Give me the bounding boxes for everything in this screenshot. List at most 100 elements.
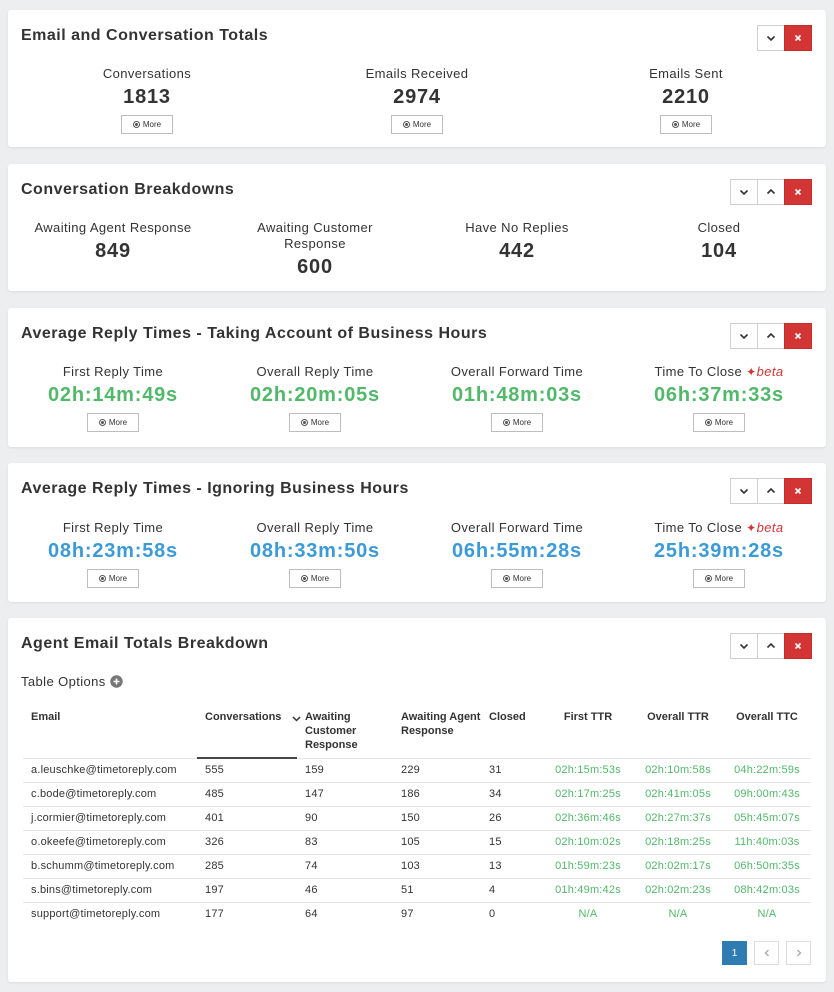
stat-overall-forward: Overall Forward Time 01h:48m:03s More <box>432 364 602 432</box>
more-button[interactable]: More <box>87 569 139 588</box>
table-row: b.schumm@timetoreply.com 285 74 103 13 01h:59… <box>23 853 811 878</box>
cell-first-ttr: 02h:15m:53s <box>543 757 633 782</box>
collapse-button[interactable] <box>730 323 758 349</box>
expand-button[interactable] <box>757 478 785 504</box>
more-button[interactable]: More <box>121 115 173 134</box>
more-icon <box>502 575 510 582</box>
more-button[interactable]: More <box>693 413 745 432</box>
column-header-awaiting-customer[interactable]: Awaiting Customer Response <box>305 711 358 751</box>
column-header-conversations[interactable]: Conversations <box>197 710 301 759</box>
table-options-toggle[interactable]: Table Options <box>21 674 123 689</box>
column-header-awaiting-agent[interactable]: Awaiting Agent Response <box>401 711 481 737</box>
column-header-email[interactable]: Email <box>31 711 61 723</box>
more-button[interactable]: More <box>491 569 543 588</box>
cell-awaiting-agent: 51 <box>393 877 485 902</box>
stat-label: Awaiting Customer Response <box>257 220 373 251</box>
stat-value: 08h:33m:50s <box>250 540 380 562</box>
more-icon <box>704 575 712 582</box>
more-label: More <box>512 418 532 427</box>
panel-controls <box>730 179 812 205</box>
stat-label: Closed <box>697 220 741 235</box>
stat-value: 442 <box>499 240 535 262</box>
panel-title: Agent Email Totals Breakdown <box>21 635 269 652</box>
more-button[interactable]: More <box>660 115 712 134</box>
stat-value: 01h:48m:03s <box>452 384 582 406</box>
totals-panel: Email and Conversation Totals Conversati… <box>8 10 826 147</box>
close-button[interactable] <box>784 323 812 349</box>
more-label: More <box>108 418 128 427</box>
expand-button[interactable] <box>757 179 785 205</box>
page-button-1[interactable]: 1 <box>722 941 747 965</box>
stat-value: 02h:14m:49s <box>48 384 178 406</box>
stat-label: Overall Forward Time <box>450 520 584 535</box>
close-button[interactable] <box>784 179 812 205</box>
more-button[interactable]: More <box>87 413 139 432</box>
cell-first-ttr: 01h:49m:42s <box>543 877 633 902</box>
stat-label: Overall Reply Time <box>256 364 374 379</box>
stat-time-to-close: Time To Close ✦beta 06h:37m:33s More <box>634 364 804 432</box>
column-header-overall-ttc[interactable]: Overall TTC <box>736 711 798 723</box>
cell-awaiting-agent: 97 <box>393 901 485 926</box>
more-icon <box>300 419 308 426</box>
more-icon <box>300 575 308 582</box>
cell-overall-ttc: 11h:40m:03s <box>723 829 811 854</box>
more-button[interactable]: More <box>693 569 745 588</box>
chevron-up-icon <box>766 332 776 339</box>
more-label: More <box>108 574 128 583</box>
more-label: More <box>142 120 162 129</box>
collapse-button[interactable] <box>730 478 758 504</box>
more-icon <box>132 121 140 128</box>
stat-value: 06h:37m:33s <box>654 384 784 406</box>
cell-overall-ttr: 02h:02m:17s <box>633 853 723 878</box>
cell-email: c.bode@timetoreply.com <box>23 781 197 806</box>
cell-email: s.bins@timetoreply.com <box>23 877 197 902</box>
close-button[interactable] <box>784 478 812 504</box>
sparkle-icon: ✦ <box>746 521 757 535</box>
table-row: o.okeefe@timetoreply.com 326 83 105 15 02h:10… <box>23 829 811 854</box>
panel-controls <box>730 633 812 659</box>
more-icon <box>402 121 410 128</box>
column-header-first-ttr[interactable]: First TTR <box>563 711 613 723</box>
stat-label: First Reply Time <box>62 364 164 379</box>
prev-page-button[interactable] <box>754 941 779 965</box>
expand-button[interactable] <box>757 323 785 349</box>
more-button[interactable]: More <box>289 413 341 432</box>
chevron-down-icon <box>739 488 749 495</box>
stat-conversations: Conversations 1813 More <box>72 66 222 134</box>
table-header-row: Email Conversations Awaiting Customer Re… <box>23 710 811 759</box>
cell-awaiting-customer: 46 <box>297 877 393 902</box>
cell-first-ttr: 02h:17m:25s <box>543 781 633 806</box>
cell-awaiting-customer: 74 <box>297 853 393 878</box>
column-header-closed[interactable]: Closed <box>489 711 526 723</box>
expand-button[interactable] <box>757 633 785 659</box>
stat-label: Overall Forward Time <box>450 364 584 379</box>
sort-desc-icon <box>292 716 301 722</box>
collapse-button[interactable] <box>757 25 785 51</box>
column-header-overall-ttr[interactable]: Overall TTR <box>647 711 709 723</box>
stat-value: 1813 <box>123 86 171 108</box>
close-icon <box>794 188 802 196</box>
chevron-up-icon <box>766 642 776 649</box>
collapse-button[interactable] <box>730 633 758 659</box>
table-options-label: Table Options <box>21 674 106 689</box>
close-button[interactable] <box>784 25 812 51</box>
cell-overall-ttr: 02h:10m:58s <box>633 757 723 782</box>
close-button[interactable] <box>784 633 812 659</box>
more-button[interactable]: More <box>491 413 543 432</box>
stat-overall-forward: Overall Forward Time 06h:55m:28s More <box>432 520 602 588</box>
stat-label-text: Time To Close <box>654 364 743 379</box>
table-row: s.bins@timetoreply.com 197 46 51 4 01h:49m:42… <box>23 877 811 902</box>
ignoring-hours-panel: Average Reply Times - Ignoring Business … <box>8 463 826 602</box>
cell-email: a.leuschke@timetoreply.com <box>23 757 197 782</box>
agent-breakdown-panel: Agent Email Totals Breakdown Table Optio… <box>8 618 826 982</box>
cell-first-ttr: 02h:36m:46s <box>543 805 633 830</box>
stat-emails-sent: Emails Sent 2210 More <box>611 66 761 134</box>
next-page-button[interactable] <box>786 941 811 965</box>
cell-email: support@timetoreply.com <box>23 901 197 926</box>
stat-emails-received: Emails Received 2974 More <box>342 66 492 134</box>
stat-awaiting-customer: Awaiting Customer Response 600 <box>245 220 385 279</box>
cell-email: j.cormier@timetoreply.com <box>23 805 197 830</box>
more-button[interactable]: More <box>289 569 341 588</box>
collapse-button[interactable] <box>730 179 758 205</box>
more-button[interactable]: More <box>391 115 443 134</box>
